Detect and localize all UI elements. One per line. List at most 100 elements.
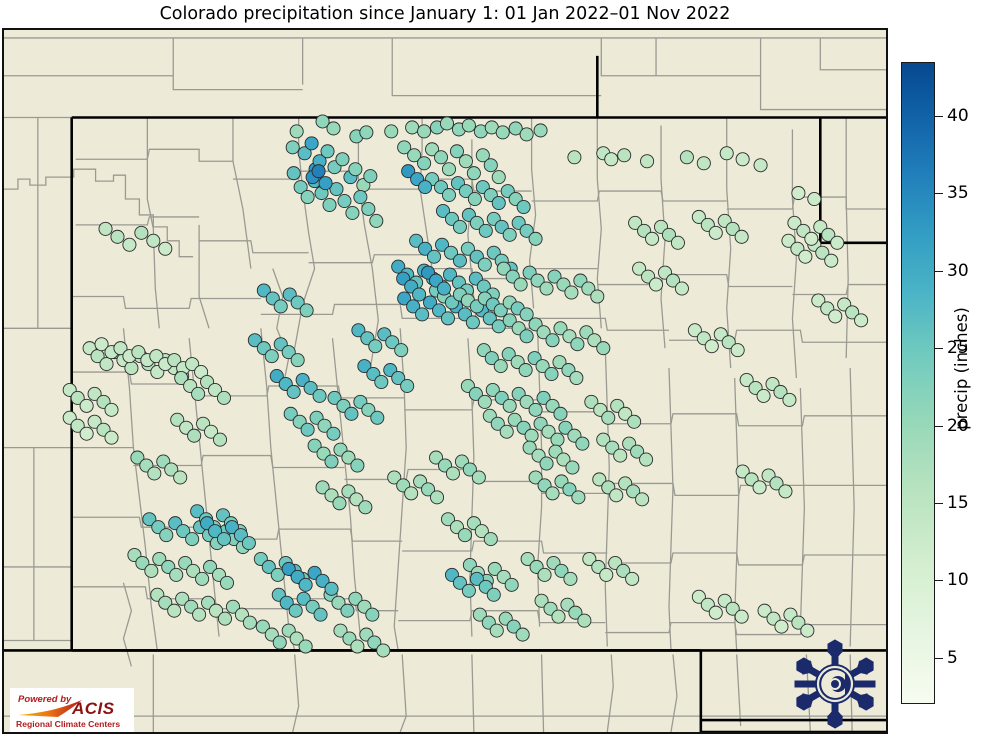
station-marker	[613, 448, 628, 463]
station-marker	[535, 359, 550, 374]
colorbar-tick	[935, 657, 943, 659]
station-marker	[601, 410, 616, 425]
station-marker	[391, 259, 406, 274]
station-marker	[449, 144, 464, 159]
station-marker	[477, 257, 492, 272]
station-marker	[322, 197, 337, 213]
station-marker	[242, 615, 257, 630]
station-marker	[562, 482, 577, 497]
station-marker	[269, 369, 284, 384]
colorbar-tick-label: 25	[947, 338, 969, 359]
station-marker	[486, 587, 501, 602]
station-marker	[208, 382, 223, 397]
station-marker	[485, 382, 500, 397]
acis-wordmark: ACIS	[71, 699, 115, 718]
station-marker	[475, 148, 490, 163]
station-marker	[289, 631, 304, 646]
station-marker	[452, 253, 467, 268]
colorbar-tick	[935, 116, 943, 118]
station-marker	[134, 225, 149, 240]
station-marker	[465, 315, 480, 330]
station-marker	[219, 575, 235, 590]
station-marker	[645, 231, 660, 246]
station-marker	[324, 454, 339, 469]
station-marker	[400, 378, 415, 393]
station-marker	[225, 599, 240, 614]
map-panel[interactable]	[2, 28, 888, 734]
station-marker	[363, 169, 378, 184]
station-marker	[528, 470, 543, 485]
station-marker	[552, 355, 567, 370]
station-marker	[457, 528, 472, 543]
station-marker	[630, 444, 645, 459]
station-marker	[353, 190, 368, 205]
station-marker	[436, 281, 452, 296]
station-marker	[445, 466, 460, 481]
station-marker	[570, 337, 585, 352]
station-marker	[130, 450, 145, 465]
station-marker	[349, 492, 364, 507]
station-marker	[458, 154, 473, 169]
station-marker	[361, 201, 376, 216]
station-marker	[696, 156, 711, 171]
station-marker	[493, 303, 508, 318]
station-marker	[216, 390, 232, 405]
station-marker	[113, 341, 128, 356]
station-marker	[474, 524, 489, 539]
station-marker	[581, 281, 596, 296]
colorbar-tick-label: 5	[947, 647, 958, 668]
acis-tagline: Regional Climate Centers	[16, 719, 120, 729]
station-marker	[190, 504, 205, 519]
station-marker	[547, 269, 562, 284]
acis-logo-graphic: Powered by ACIS Regional Climate Centers	[10, 688, 134, 732]
station-marker	[719, 146, 734, 161]
station-marker	[539, 281, 554, 296]
page-title: Colorado precipitation since January 1: …	[159, 3, 731, 24]
station-marker	[241, 536, 256, 551]
station-marker	[434, 237, 450, 252]
station-marker	[359, 125, 374, 140]
station-marker	[286, 384, 301, 399]
station-marker	[508, 121, 523, 136]
station-marker	[725, 601, 740, 616]
station-marker	[167, 603, 182, 618]
station-marker	[539, 456, 554, 471]
station-marker	[564, 285, 579, 300]
station-marker	[544, 367, 559, 382]
station-marker	[417, 124, 432, 139]
station-marker	[460, 241, 475, 256]
station-marker	[704, 339, 719, 354]
station-marker	[568, 605, 583, 620]
colorbar-gradient	[901, 62, 935, 704]
station-marker	[365, 607, 380, 622]
station-marker	[281, 561, 296, 576]
colorbar-tick-label: 10	[947, 570, 969, 591]
station-marker	[536, 325, 551, 340]
acis-logo[interactable]: Powered by ACIS Regional Climate Centers	[10, 688, 134, 732]
station-marker	[522, 440, 537, 455]
station-marker	[467, 192, 482, 207]
station-marker	[565, 460, 580, 475]
colorbar[interactable]: 5 10 15 20 25 30 35 40	[901, 62, 969, 704]
station-marker	[441, 188, 457, 203]
station-marker	[507, 412, 522, 427]
station-marker	[311, 164, 326, 179]
station-marker	[462, 462, 477, 477]
colorbar-tick	[935, 193, 943, 195]
county-boundaries	[4, 37, 886, 732]
station-marker	[216, 532, 232, 547]
station-marker	[147, 466, 162, 481]
station-marker	[423, 295, 438, 310]
station-marker	[341, 450, 356, 465]
station-marker	[774, 619, 789, 634]
station-marker	[769, 476, 784, 491]
station-marker	[691, 589, 706, 604]
station-marker	[158, 241, 173, 256]
station-marker	[757, 603, 772, 618]
station-marker	[815, 245, 830, 260]
station-marker	[340, 603, 355, 618]
station-marker	[213, 432, 228, 447]
station-marker	[298, 577, 313, 592]
station-marker	[519, 394, 534, 409]
station-marker	[563, 571, 578, 586]
